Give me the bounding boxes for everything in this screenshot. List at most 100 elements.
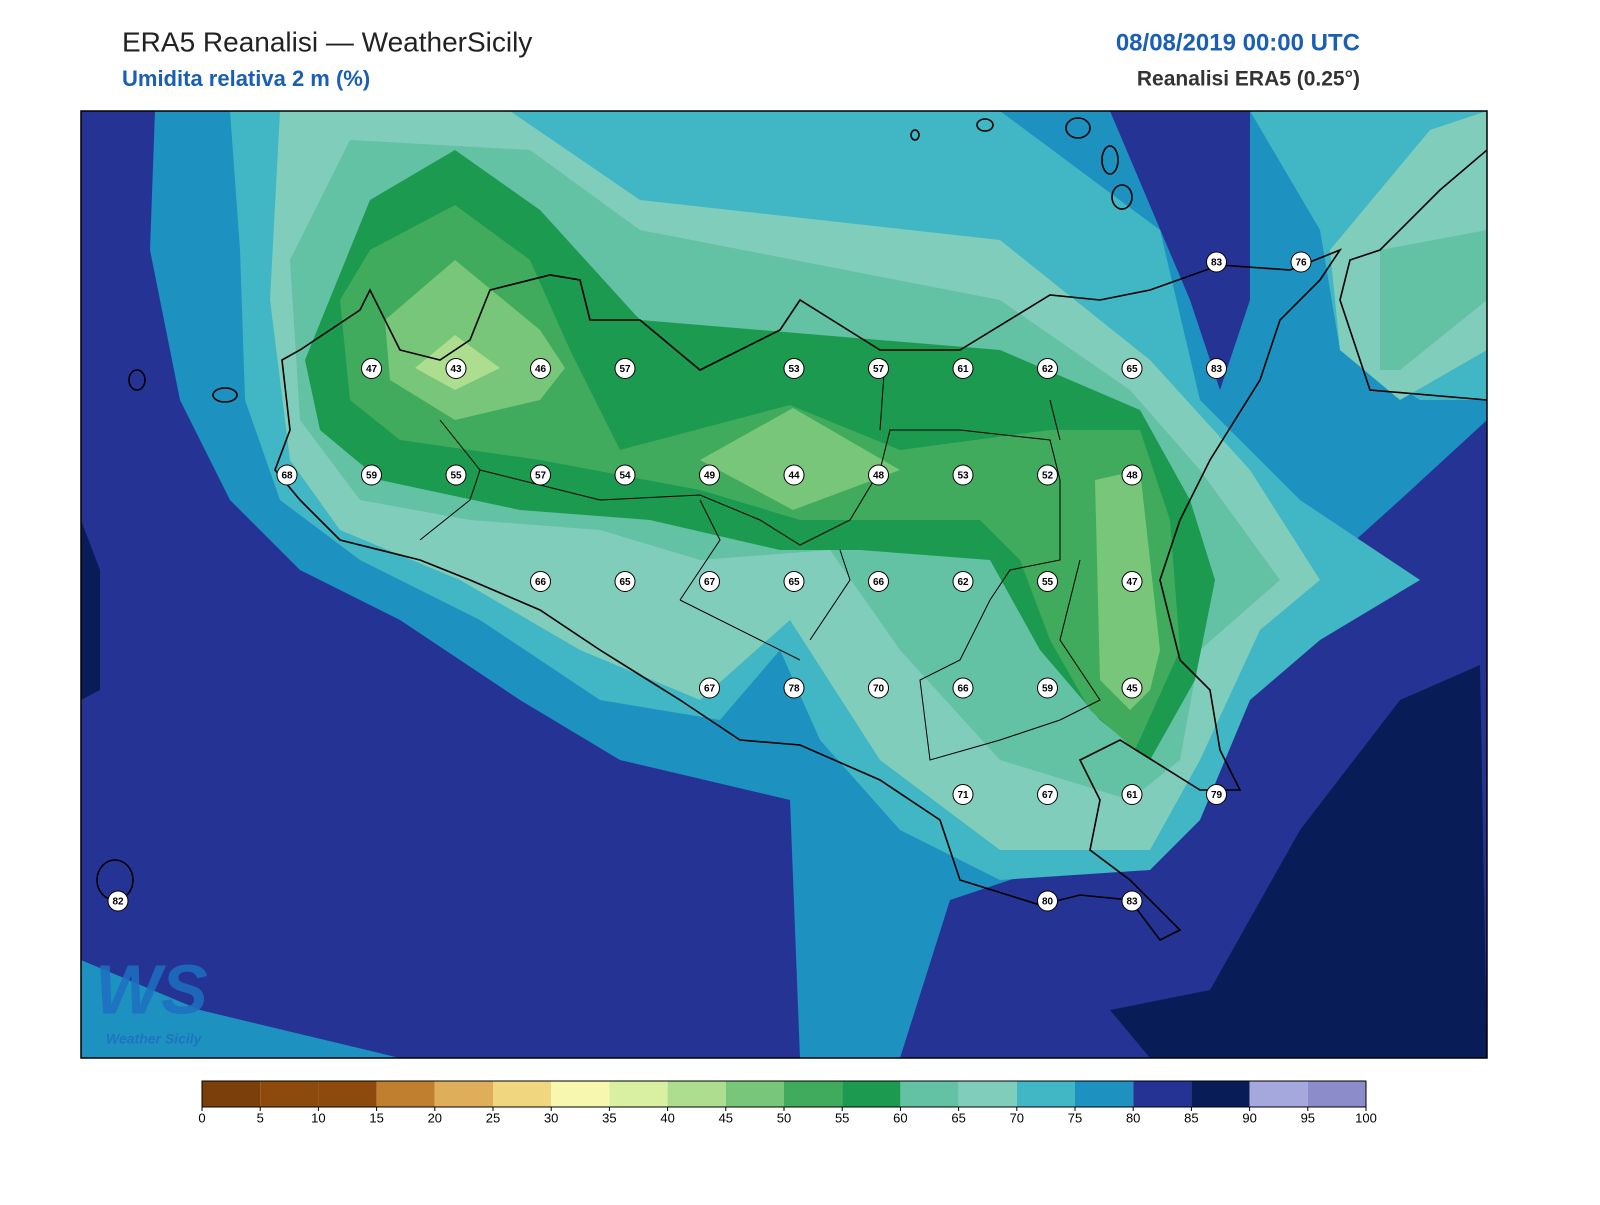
- station-value: 67: [704, 684, 716, 695]
- station-marker: [783, 464, 805, 486]
- island: [1065, 117, 1091, 139]
- station-marker: [361, 464, 382, 486]
- station-value: 62: [957, 577, 969, 588]
- colorbar-segment: [609, 1081, 668, 1107]
- map: 83 76 47 43 46 57 53 57 61 62 65 83 68 59 55 57 54 49 44 48…: [81, 111, 1487, 1058]
- colorbar: 0 5 10 15 20 25 30 35 40 45 50 55 60 65 70 75 80 85 90 95 10…: [198, 1080, 1377, 1125]
- station-value: 83: [1126, 897, 1138, 908]
- station-value: 66: [957, 684, 969, 695]
- province-border: [419, 359, 1101, 761]
- subtitle: Umidita relativa 2 m (%): [122, 66, 370, 91]
- colorbar-segment: [784, 1081, 843, 1107]
- station-value: 47: [366, 364, 378, 375]
- colorbar-segment: [1191, 1081, 1250, 1107]
- colorbar-tick-label: 20: [428, 1110, 442, 1125]
- station-value: 53: [788, 364, 800, 375]
- colorbar-segment: [1133, 1081, 1192, 1107]
- station-marker: [1037, 464, 1058, 486]
- station-marker: [868, 464, 889, 486]
- station-marker: [952, 677, 974, 699]
- colorbar-tick-label: 75: [1068, 1110, 1082, 1125]
- colorbar-tick-label: 90: [1242, 1110, 1256, 1125]
- colorbar-tick-label: 10: [311, 1110, 325, 1125]
- station-marker: [445, 358, 467, 379]
- colorbar-tick-label: 70: [1010, 1110, 1024, 1125]
- station-marker: [699, 571, 720, 592]
- colorbar-segment: [260, 1081, 319, 1107]
- station-value: 68: [281, 471, 293, 482]
- colorbar-tick-label: 60: [893, 1110, 907, 1125]
- colorbar-tick-label: 5: [257, 1110, 264, 1125]
- station-value: 83: [1211, 364, 1223, 375]
- station-value: 43: [450, 364, 462, 375]
- station-value: 55: [450, 471, 462, 482]
- station-marker: [614, 358, 636, 379]
- colorbar-tick-label: 30: [544, 1110, 558, 1125]
- station-value: 79: [1211, 790, 1223, 801]
- colorbar-segment: [842, 1081, 901, 1107]
- logo-name: Weather Sicily: [106, 1031, 203, 1047]
- station-value: 71: [957, 790, 969, 801]
- colorbar-tick-label: 35: [602, 1110, 616, 1125]
- island: [212, 387, 238, 403]
- station-marker: [868, 677, 889, 699]
- source: Reanalisi ERA5 (0.25°): [1137, 68, 1360, 91]
- colorbar-tick-label: 100: [1355, 1110, 1377, 1125]
- station-value: 49: [704, 471, 716, 482]
- island: [910, 129, 920, 141]
- station-marker: [1206, 784, 1227, 805]
- station-value: 80: [1042, 897, 1054, 908]
- coastline: [1339, 149, 1487, 401]
- station-marker: [1121, 677, 1143, 699]
- station-marker: [530, 571, 551, 592]
- station-marker: [530, 464, 551, 486]
- colorbar-segment: [551, 1081, 610, 1107]
- colorbar-segment: [318, 1081, 377, 1107]
- station-marker: [614, 464, 636, 486]
- station-marker: [952, 358, 974, 379]
- station-value: 52: [1042, 471, 1054, 482]
- island: [1111, 184, 1133, 210]
- station-value: 48: [1126, 471, 1138, 482]
- station-value: 62: [1042, 364, 1054, 375]
- colorbar-segment: [493, 1081, 552, 1107]
- station-value: 67: [704, 577, 716, 588]
- contour-85-90: [81, 520, 100, 700]
- station-value: 47: [1126, 577, 1138, 588]
- station-marker: [1121, 890, 1143, 912]
- colorbar-tick-label: 55: [835, 1110, 849, 1125]
- station-value: 45: [1126, 684, 1138, 695]
- colorbar-tick-label: 45: [719, 1110, 733, 1125]
- colorbar-segment: [900, 1081, 959, 1107]
- colorbar-segment: [1307, 1081, 1366, 1107]
- station-value: 78: [788, 684, 800, 695]
- station-marker: [530, 358, 551, 379]
- colorbar-segment: [202, 1081, 261, 1107]
- station-marker: [1206, 358, 1227, 379]
- station-marker: [1121, 571, 1143, 592]
- station-value: 61: [957, 364, 969, 375]
- island: [128, 369, 146, 391]
- colorbar-segment: [376, 1081, 435, 1107]
- coastline: [274, 248, 1343, 942]
- station-value: 57: [535, 471, 547, 482]
- station-marker: [1037, 358, 1058, 379]
- station-marker: [1121, 358, 1143, 379]
- station-marker: [783, 571, 805, 592]
- colorbar-segment: [1075, 1081, 1134, 1107]
- station-marker: [107, 890, 129, 912]
- logo-mark: WS: [95, 950, 208, 1028]
- colorbar-tick-label: 0: [198, 1110, 205, 1125]
- station-value: 54: [619, 471, 631, 482]
- station-value: 66: [535, 577, 547, 588]
- station-marker: [868, 571, 889, 592]
- colorbar-tick-label: 65: [951, 1110, 965, 1125]
- station-value: 61: [1126, 790, 1138, 801]
- station-marker: [952, 464, 974, 486]
- island: [1101, 145, 1119, 175]
- logo: WS Weather Sicily: [95, 950, 208, 1046]
- station-value: 59: [1042, 684, 1054, 695]
- station-marker: [361, 358, 382, 379]
- colorbar-tick-label: 85: [1184, 1110, 1198, 1125]
